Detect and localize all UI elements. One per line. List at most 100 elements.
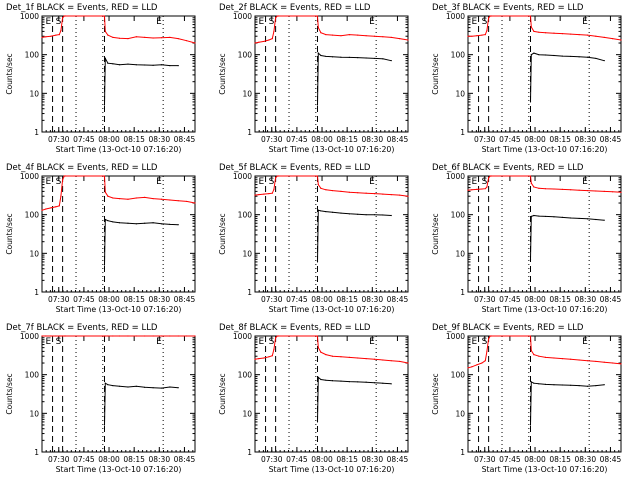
lld-point <box>254 358 256 360</box>
plot-frame <box>41 175 196 293</box>
lld-point <box>268 356 270 358</box>
y-tick-label: 10 <box>29 89 39 98</box>
y-tick-label: 100 <box>25 211 40 220</box>
x-tick-label: 08:15 <box>336 455 358 464</box>
events-point <box>382 214 384 216</box>
lld-point <box>373 193 376 195</box>
lld-point <box>160 198 163 200</box>
marker-label: S <box>482 337 488 347</box>
events-point <box>107 384 109 386</box>
lld-point <box>382 359 384 361</box>
x-tick-label: 08:00 <box>311 295 333 304</box>
y-tick-label: 1000 <box>446 332 465 341</box>
lld-point <box>471 366 473 368</box>
x-tick-label: 07:45 <box>499 295 521 304</box>
lld-point <box>390 360 392 362</box>
lld-point <box>481 34 483 36</box>
events-point <box>169 386 171 388</box>
x-tick-label: 08:15 <box>123 455 145 464</box>
lld-point <box>530 182 532 184</box>
marker-label: S <box>269 17 275 27</box>
y-tick-label: 100 <box>25 371 40 380</box>
lld-point <box>586 360 589 362</box>
y-tick-label: 10 <box>242 249 252 258</box>
events-point <box>578 217 580 220</box>
lld-point <box>340 35 342 37</box>
lld-point <box>612 362 614 364</box>
y-axis-title: Counts/sec <box>5 213 14 254</box>
lld-point <box>104 335 106 337</box>
lld-point <box>50 335 52 337</box>
x-tick-label: 07:30 <box>48 135 70 144</box>
events-point <box>586 385 589 387</box>
x-tick-label: 08:45 <box>600 455 622 464</box>
lld-point <box>41 209 43 211</box>
lld-point <box>365 35 367 37</box>
x-tick-label: 07:30 <box>261 135 283 144</box>
y-tick-label: 1000 <box>20 332 39 341</box>
events-series-line <box>317 209 392 262</box>
events-point <box>348 381 350 383</box>
y-tick-label: 10 <box>242 89 252 98</box>
lld-point <box>186 335 188 337</box>
events-point <box>177 224 179 226</box>
lld-point <box>50 35 52 37</box>
panel-det-4f: Det_4f BLACK = Events, RED = LLD 1 10 100 10… <box>5 163 196 314</box>
events-point <box>529 101 532 103</box>
y-tick-label: 100 <box>451 211 466 220</box>
lld-point <box>258 194 260 196</box>
lld-point <box>144 36 146 38</box>
events-point <box>144 222 146 224</box>
x-tick-label: 08:30 <box>361 455 383 464</box>
events-point <box>160 64 163 66</box>
x-tick-label: 08:45 <box>387 295 409 304</box>
x-tick-label: 08:15 <box>336 295 358 304</box>
lld-point <box>177 200 179 202</box>
lld-point <box>620 363 622 365</box>
lld-point <box>340 190 342 192</box>
events-point <box>561 384 563 386</box>
x-tick-label: 07:30 <box>48 295 70 304</box>
y-tick-label: 100 <box>451 51 466 60</box>
lld-point <box>399 194 401 196</box>
y-tick-label: 1 <box>460 448 465 457</box>
events-point <box>538 215 540 217</box>
x-tick-label: 07:30 <box>48 455 70 464</box>
lld-point <box>102 15 104 17</box>
lld-point <box>41 335 43 337</box>
lld-point <box>484 188 486 190</box>
events-point <box>538 54 540 56</box>
events-point <box>331 211 334 213</box>
lld-point <box>530 26 532 28</box>
lld-point <box>63 175 65 177</box>
plot-frame <box>254 335 409 453</box>
lld-point <box>107 335 109 337</box>
y-tick-label: 10 <box>29 249 39 258</box>
lld-point <box>481 362 483 364</box>
panel-title: Det_3f BLACK = Events, RED = LLD <box>432 3 584 13</box>
events-point <box>340 212 342 214</box>
lld-point <box>357 34 359 36</box>
events-point <box>603 60 605 62</box>
x-tick-label: 08:30 <box>148 295 170 304</box>
x-tick-label: 08:15 <box>549 455 571 464</box>
lld-point <box>41 36 43 38</box>
lld-point <box>529 335 532 337</box>
lld-point <box>476 35 478 37</box>
lld-point <box>276 15 278 17</box>
events-point <box>595 218 597 221</box>
lld-point <box>152 335 154 337</box>
y-tick-label: 1000 <box>20 172 39 181</box>
lld-point <box>186 200 188 203</box>
lld-point <box>107 34 109 36</box>
marker-label: S <box>56 17 62 27</box>
lld-point <box>62 179 64 181</box>
lld-point <box>561 188 563 191</box>
y-tick-label: 10 <box>455 409 465 418</box>
events-point <box>365 214 367 216</box>
lld-point <box>254 194 256 196</box>
x-tick-label: 08:45 <box>600 135 622 144</box>
lld-point <box>490 335 492 337</box>
events-point <box>107 220 109 222</box>
lld-series-line <box>41 175 196 211</box>
